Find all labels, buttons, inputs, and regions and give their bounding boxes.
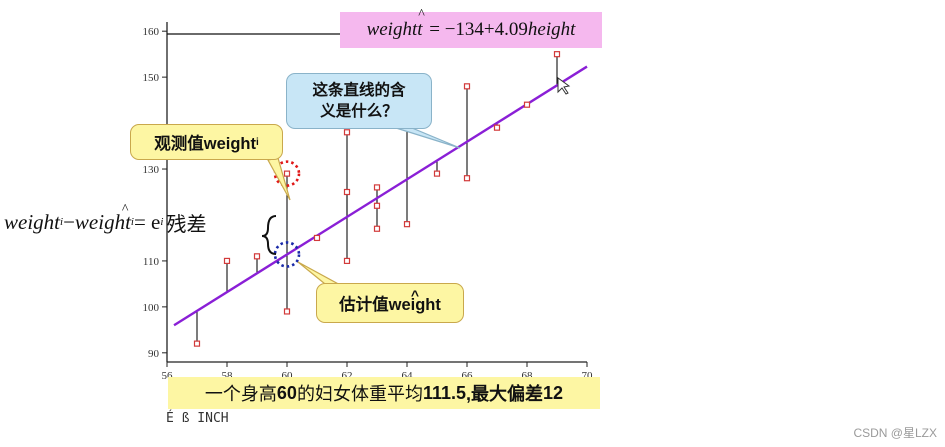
y-tick-label: 150	[143, 72, 160, 84]
fitted-hat: ^	[410, 287, 420, 303]
data-point	[343, 188, 351, 196]
x-tick-label: 62	[342, 370, 353, 382]
y-tick-label: 130	[143, 164, 160, 176]
data-point	[343, 129, 351, 136]
x-tick-label: 58	[222, 370, 234, 382]
question-callout-tail	[395, 127, 461, 149]
data-point	[223, 257, 231, 265]
data-point	[373, 225, 381, 232]
question-line1: 这条直线的含	[312, 82, 406, 99]
question-line2: 义是什么？	[320, 103, 398, 120]
x-tick-label: 70	[582, 370, 594, 382]
observed-circle	[273, 160, 301, 187]
y-tick-label: 110	[143, 256, 160, 268]
data-point	[463, 175, 471, 182]
formula-lhs: weight	[366, 19, 418, 40]
regression-formula: weight t ^ = −134+4.09 height	[340, 7, 602, 48]
data-point	[523, 101, 531, 108]
data-points	[193, 51, 561, 347]
summary-caption: 一个身高 60 的妇女体重平均 111.5 ,最大偏差 12	[168, 377, 600, 409]
y-tick-label: 160	[143, 26, 160, 38]
x-tick-label: 56	[162, 370, 174, 382]
watermark: CSDN @星LZX	[853, 426, 937, 440]
residual-note: 残差	[166, 211, 207, 236]
data-point	[343, 257, 351, 265]
axis-ticks: 56 58 60 62 64 66 68 70 90 100 110 130 150 160	[143, 26, 594, 382]
data-point	[493, 124, 501, 131]
data-point	[373, 202, 381, 209]
data-point	[373, 184, 381, 191]
data-point	[403, 221, 411, 228]
fitted-label: 估计值weight	[339, 296, 441, 314]
formula-hat: t ^	[417, 7, 425, 40]
question-callout: 这条直线的含 义是什么？	[286, 73, 432, 129]
x-tick-label: 60	[282, 370, 294, 382]
fitted-callout: 估计值weight ^	[316, 283, 464, 323]
data-point	[253, 253, 261, 260]
residual-formula: weight i − weight ^ i = e i 残差	[4, 202, 207, 236]
fitted-circle	[273, 241, 301, 268]
data-point	[283, 170, 291, 177]
data-point	[283, 308, 291, 315]
data-point	[553, 51, 561, 58]
data-point	[313, 234, 321, 242]
formula-rhs-var: height	[527, 19, 576, 40]
data-point	[433, 170, 441, 177]
observed-sub: i	[255, 136, 259, 148]
x-tick-label: 66	[462, 370, 474, 382]
x-tick-label: 64	[402, 370, 414, 382]
observed-label: 观测值weight	[154, 135, 256, 153]
formula-rhs: = −134+4.09	[429, 19, 528, 40]
axis-unit-text: É ß INCH	[166, 411, 229, 426]
y-tick-label: 90	[148, 348, 160, 360]
regression-line	[173, 65, 588, 327]
data-point	[463, 83, 471, 90]
data-point	[193, 340, 201, 347]
x-tick-label: 68	[522, 370, 534, 382]
residual-brace	[261, 215, 277, 255]
mouse-cursor-icon	[557, 77, 571, 95]
y-tick-label: 100	[143, 302, 160, 314]
observed-callout: 观测值weight i	[130, 124, 283, 160]
